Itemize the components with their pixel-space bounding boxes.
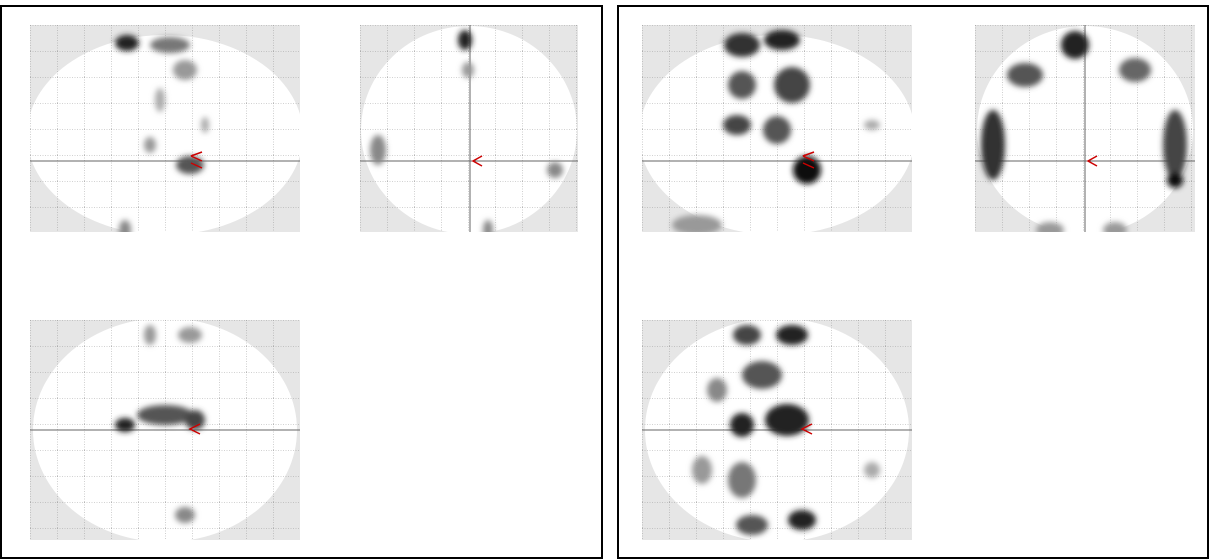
cursor xyxy=(188,423,201,435)
blob xyxy=(176,156,204,174)
grid xyxy=(30,25,300,232)
blob xyxy=(1167,172,1183,188)
blob xyxy=(1163,110,1187,180)
blob xyxy=(144,137,156,153)
blob xyxy=(723,115,751,135)
cursor xyxy=(800,423,813,435)
blob xyxy=(707,378,727,402)
cursor xyxy=(802,151,815,169)
blob xyxy=(864,462,880,478)
cursor xyxy=(471,155,483,167)
axial-view xyxy=(30,320,300,540)
blob xyxy=(728,71,756,99)
blob xyxy=(115,35,139,51)
blob xyxy=(763,116,791,144)
activation-blobs xyxy=(115,325,205,523)
activation-blobs xyxy=(115,35,209,232)
blob xyxy=(742,361,782,389)
blob xyxy=(137,405,193,425)
cursor xyxy=(1086,155,1098,167)
blob xyxy=(864,120,880,130)
panel-border xyxy=(617,5,1209,559)
blob xyxy=(764,30,800,50)
blob xyxy=(1036,222,1064,232)
blob xyxy=(201,117,209,133)
blob xyxy=(175,507,195,523)
blob xyxy=(144,325,156,345)
blob xyxy=(981,110,1005,180)
blob xyxy=(728,462,756,498)
blob xyxy=(1103,222,1127,232)
coronal-view xyxy=(975,25,1195,232)
blob xyxy=(793,156,821,184)
activation-blobs xyxy=(981,31,1187,232)
panel-border xyxy=(0,5,603,559)
blob xyxy=(370,135,386,165)
blob xyxy=(155,88,165,112)
blob xyxy=(119,220,131,232)
blob xyxy=(483,220,493,232)
blob xyxy=(672,215,722,232)
blob xyxy=(765,404,809,436)
sagittal-view xyxy=(642,25,912,232)
blob xyxy=(774,67,810,103)
blob xyxy=(1007,63,1043,87)
activation-blobs xyxy=(370,30,563,232)
blob xyxy=(776,325,808,345)
activation-blobs xyxy=(692,325,880,535)
axial-view xyxy=(642,320,912,540)
sagittal-view xyxy=(30,25,300,232)
blob xyxy=(730,413,754,437)
blob xyxy=(178,327,202,343)
blob xyxy=(185,410,205,430)
blob xyxy=(692,456,712,484)
blob xyxy=(736,515,768,535)
blob xyxy=(788,510,816,530)
coronal-view xyxy=(360,25,578,232)
blob xyxy=(1119,58,1151,82)
blob xyxy=(1061,31,1089,59)
blob xyxy=(733,325,761,345)
blob xyxy=(115,418,135,432)
blob xyxy=(150,37,190,53)
activation-blobs xyxy=(672,30,880,232)
blob xyxy=(462,62,474,78)
cursor xyxy=(190,151,203,169)
grid xyxy=(360,25,578,232)
blob xyxy=(458,30,472,50)
blob xyxy=(547,162,563,178)
blob xyxy=(173,60,197,80)
blob xyxy=(724,33,760,57)
